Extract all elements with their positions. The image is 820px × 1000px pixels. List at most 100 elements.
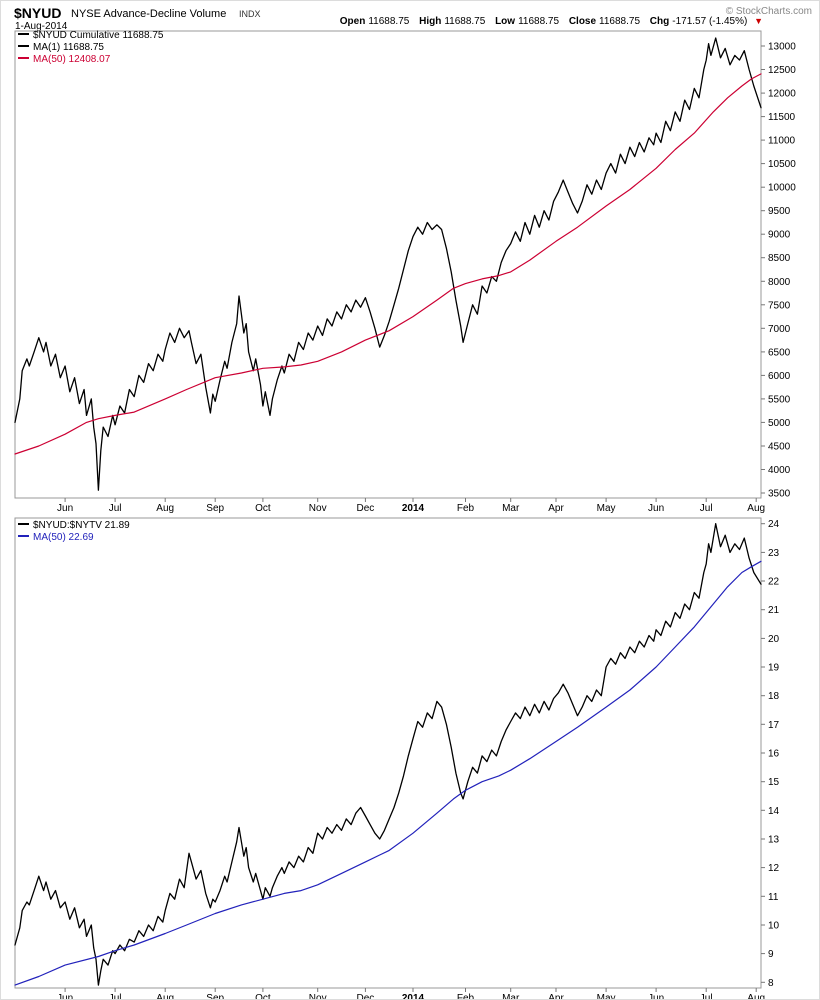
y-tick-label: 5000 [768, 418, 791, 429]
x-tick-label: Nov [309, 503, 327, 514]
x-tick-label: Feb [457, 993, 475, 1000]
chart-date: 1-Aug-2014 [15, 21, 68, 32]
x-tick-label: Jun [57, 993, 73, 1000]
close-value: 11688.75 [599, 16, 641, 27]
y-tick-label: 11000 [768, 136, 796, 147]
legend-line-swatch [18, 57, 29, 60]
series-line [14, 560, 762, 986]
y-tick-label: 4500 [768, 442, 791, 453]
y-tick-label: 8000 [768, 277, 791, 288]
x-tick-label: Aug [747, 993, 765, 1000]
open-value: 11688.75 [368, 16, 410, 27]
x-tick-label: Aug [156, 993, 174, 1000]
x-tick-label: Jun [648, 503, 664, 514]
y-tick-label: 23 [768, 548, 780, 559]
x-tick-label: Dec [357, 503, 375, 514]
y-tick-label: 17 [768, 720, 780, 731]
y-tick-label: 19 [768, 663, 780, 674]
x-tick-label: Oct [255, 993, 271, 1000]
y-tick-label: 20 [768, 634, 780, 645]
y-tick-label: 15 [768, 777, 780, 788]
legend-line-swatch [18, 33, 29, 36]
chg-value: -171.57 (-1.45%) [672, 16, 748, 27]
chart-title: NYSE Advance-Decline Volume [71, 8, 227, 20]
x-tick-label: 2014 [402, 503, 425, 514]
y-tick-label: 6000 [768, 371, 791, 382]
legend-label: MA(50) 22.69 [33, 532, 94, 543]
stockcharts-credit: © StockCharts.com [725, 6, 812, 17]
top-chart: 3500 4000 4500 5000 5500 6000 6500 7000 7500 8000… [14, 30, 796, 514]
series-line [14, 523, 762, 986]
y-tick-label: 9 [768, 949, 774, 960]
legend-line-swatch [18, 535, 29, 538]
legend-label: $NYUD Cumulative 11688.75 [33, 30, 164, 41]
legend-item-price: $NYUD Cumulative 11688.75 [18, 30, 163, 42]
y-tick-label: 8 [768, 978, 774, 989]
x-tick-label: Aug [156, 503, 174, 514]
x-tick-label: Mar [502, 993, 520, 1000]
legend-line-swatch [18, 523, 29, 526]
x-tick-label: Jul [109, 503, 122, 514]
x-tick-label: Dec [357, 993, 375, 1000]
y-tick-label: 7500 [768, 300, 791, 311]
x-tick-label: Jul [700, 993, 713, 1000]
y-tick-label: 12500 [768, 65, 796, 76]
legend-label: MA(1) 11688.75 [33, 42, 104, 53]
y-tick-label: 8500 [768, 253, 791, 264]
y-tick-label: 5500 [768, 394, 791, 405]
y-tick-label: 10 [768, 921, 780, 932]
x-tick-label: Jun [648, 993, 664, 1000]
y-tick-label: 16 [768, 749, 780, 760]
y-tick-label: 9500 [768, 206, 791, 217]
exchange-label: INDX [239, 9, 261, 19]
high-value: 11688.75 [444, 16, 486, 27]
x-tick-label: Jul [109, 993, 122, 1000]
y-tick-label: 22 [768, 577, 780, 588]
x-tick-label: Feb [457, 503, 475, 514]
y-tick-label: 18 [768, 691, 780, 702]
x-tick-label: Sep [206, 993, 224, 1000]
plot-border [14, 517, 762, 989]
low-label: Low [495, 16, 516, 27]
y-tick-label: 6500 [768, 347, 791, 358]
y-tick-label: 12000 [768, 89, 796, 100]
legend-line-swatch [18, 45, 29, 48]
x-tick-label: 2014 [402, 993, 425, 1000]
legend-item-ma1: MA(1) 11688.75 [18, 42, 163, 54]
series-line [14, 37, 762, 491]
y-tick-label: 13 [768, 835, 780, 846]
quote-line: Open 11688.75 High 11688.75 Low 11688.75 Cl… [340, 16, 763, 27]
bottom-chart: 8 9 10 11 12 13 14 15 16 17 18 19 20 21 22 23 24 Jun Jul Au… [14, 517, 780, 1000]
y-tick-label: 4000 [768, 465, 791, 476]
y-tick-label: 12 [768, 863, 780, 874]
chg-label: Chg [649, 16, 670, 27]
plot-border [14, 30, 762, 499]
bottom-legend: $NYUD:$NYTV 21.89 MA(50) 22.69 [18, 520, 130, 544]
x-tick-label: Apr [548, 993, 564, 1000]
x-tick-label: Aug [747, 503, 765, 514]
y-tick-label: 11 [768, 892, 779, 903]
y-tick-label: 13000 [768, 42, 796, 53]
legend-label: $NYUD:$NYTV 21.89 [33, 520, 130, 531]
x-tick-label: Apr [548, 503, 564, 514]
close-label: Close [568, 16, 597, 27]
y-tick-label: 7000 [768, 324, 791, 335]
top-legend: $NYUD Cumulative 11688.75 MA(1) 11688.75… [18, 30, 163, 66]
legend-item-ma50: MA(50) 22.69 [18, 532, 130, 544]
x-tick-label: May [597, 503, 616, 514]
x-tick-label: Oct [255, 503, 271, 514]
high-label: High [419, 16, 442, 27]
y-tick-label: 21 [768, 605, 780, 616]
y-tick-label: 10500 [768, 159, 796, 170]
y-tick-label: 3500 [768, 489, 791, 500]
low-value: 11688.75 [518, 16, 560, 27]
y-tick-label: 9000 [768, 230, 791, 241]
x-tick-label: May [597, 993, 616, 1000]
open-label: Open [339, 16, 366, 27]
x-tick-label: Sep [206, 503, 224, 514]
y-tick-label: 24 [768, 519, 780, 530]
legend-item-ma50: MA(50) 12408.07 [18, 54, 163, 66]
symbol: $NYUD [14, 5, 62, 21]
x-tick-label: Jul [700, 503, 713, 514]
